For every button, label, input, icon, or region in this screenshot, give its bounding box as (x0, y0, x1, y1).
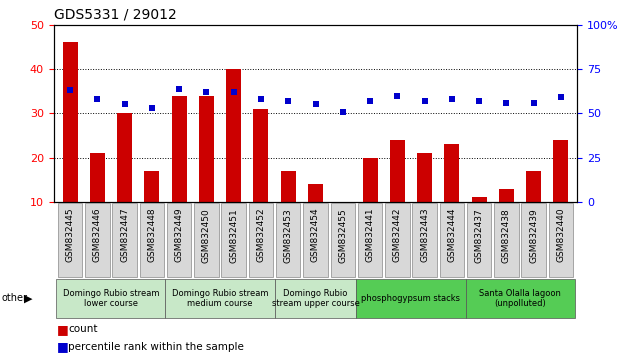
Bar (363, 158, 377, 246)
Text: GSM832451: GSM832451 (229, 208, 238, 263)
FancyBboxPatch shape (440, 202, 464, 277)
FancyBboxPatch shape (194, 202, 219, 277)
Bar (335, 202, 350, 246)
FancyBboxPatch shape (112, 202, 137, 277)
Text: GSM832439: GSM832439 (529, 208, 538, 263)
FancyBboxPatch shape (56, 279, 165, 318)
Point (502, 100, 512, 105)
Text: GSM832450: GSM832450 (202, 208, 211, 263)
Text: GSM832438: GSM832438 (502, 208, 511, 263)
Bar (90, 153, 105, 246)
Text: other: other (1, 293, 27, 303)
Text: percentile rank within the sample: percentile rank within the sample (68, 342, 244, 352)
FancyBboxPatch shape (466, 279, 575, 318)
Bar (553, 140, 569, 246)
Text: ■: ■ (57, 341, 69, 353)
FancyBboxPatch shape (276, 202, 300, 277)
FancyBboxPatch shape (358, 202, 382, 277)
Text: GSM832453: GSM832453 (284, 208, 293, 263)
FancyBboxPatch shape (274, 279, 357, 318)
Text: GSM832452: GSM832452 (256, 208, 266, 263)
Bar (226, 69, 241, 246)
Text: phosphogypsum stacks: phosphogypsum stacks (362, 294, 461, 303)
Text: Santa Olalla lagoon
(unpolluted): Santa Olalla lagoon (unpolluted) (479, 289, 561, 308)
FancyBboxPatch shape (57, 202, 82, 277)
Bar (281, 171, 296, 246)
Bar (390, 140, 405, 246)
Text: GSM832454: GSM832454 (311, 208, 320, 263)
Bar (62, 42, 78, 246)
Point (256, 96, 266, 102)
FancyBboxPatch shape (221, 202, 246, 277)
FancyBboxPatch shape (549, 202, 574, 277)
Point (474, 98, 484, 104)
FancyBboxPatch shape (165, 279, 274, 318)
FancyBboxPatch shape (357, 279, 466, 318)
Point (420, 98, 430, 104)
FancyBboxPatch shape (304, 202, 327, 277)
Point (310, 102, 321, 107)
Text: count: count (68, 324, 98, 334)
Point (174, 86, 184, 91)
Point (447, 96, 457, 102)
Point (556, 95, 566, 100)
FancyBboxPatch shape (412, 202, 437, 277)
FancyBboxPatch shape (167, 202, 191, 277)
Text: GSM832441: GSM832441 (365, 208, 375, 263)
Text: GDS5331 / 29012: GDS5331 / 29012 (54, 7, 177, 21)
Bar (308, 184, 323, 246)
Text: GSM832437: GSM832437 (475, 208, 484, 263)
Bar (254, 109, 268, 246)
Point (147, 105, 157, 111)
FancyBboxPatch shape (331, 202, 355, 277)
Bar (499, 188, 514, 246)
Text: GSM832448: GSM832448 (147, 208, 156, 263)
Text: GSM832443: GSM832443 (420, 208, 429, 263)
Text: GSM832455: GSM832455 (338, 208, 347, 263)
FancyBboxPatch shape (385, 202, 410, 277)
Text: GSM832440: GSM832440 (557, 208, 565, 263)
FancyBboxPatch shape (249, 202, 273, 277)
FancyBboxPatch shape (467, 202, 492, 277)
Text: GSM832442: GSM832442 (393, 208, 402, 262)
Point (92, 96, 102, 102)
Point (201, 89, 211, 95)
Text: GSM832445: GSM832445 (66, 208, 74, 263)
Point (338, 109, 348, 114)
Point (119, 102, 129, 107)
Text: GSM832449: GSM832449 (175, 208, 184, 263)
FancyBboxPatch shape (494, 202, 519, 277)
Text: Domingo Rubio
stream upper course: Domingo Rubio stream upper course (271, 289, 360, 308)
FancyBboxPatch shape (85, 202, 110, 277)
FancyBboxPatch shape (139, 202, 164, 277)
Text: ■: ■ (57, 323, 69, 336)
Bar (117, 113, 132, 246)
Bar (144, 171, 160, 246)
Point (283, 98, 293, 104)
Bar (444, 144, 459, 246)
Bar (172, 96, 187, 246)
Text: GSM832447: GSM832447 (120, 208, 129, 263)
Text: Domingo Rubio stream
lower course: Domingo Rubio stream lower course (62, 289, 159, 308)
Text: ▶: ▶ (24, 293, 32, 303)
Bar (526, 171, 541, 246)
FancyBboxPatch shape (521, 202, 546, 277)
Bar (471, 198, 487, 246)
Point (529, 100, 539, 105)
Point (65, 87, 75, 93)
Text: Domingo Rubio stream
medium course: Domingo Rubio stream medium course (172, 289, 268, 308)
Point (365, 98, 375, 104)
Point (392, 93, 403, 98)
Text: GSM832444: GSM832444 (447, 208, 456, 262)
Bar (199, 96, 214, 246)
Bar (417, 153, 432, 246)
Text: GSM832446: GSM832446 (93, 208, 102, 263)
Point (228, 89, 239, 95)
